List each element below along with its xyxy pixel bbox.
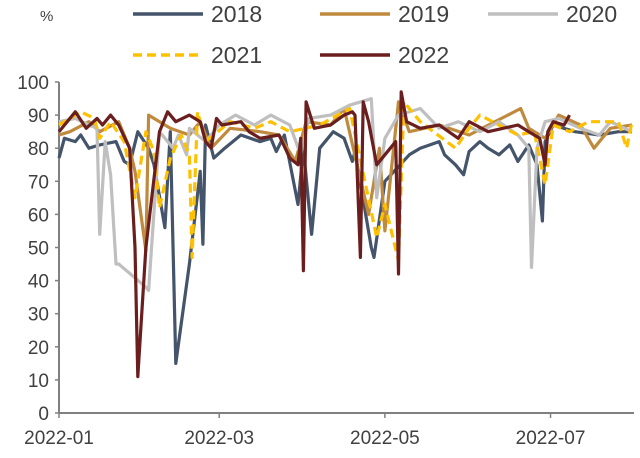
y-tick-label: 0 [38,404,49,425]
x-tick-label: 2022-01 [24,428,94,449]
legend-label-2018: 2018 [211,1,262,27]
y-tick-label: 20 [28,338,49,359]
legend-label-2019: 2019 [398,1,449,27]
y-tick-label: 80 [28,139,49,160]
series-group [57,90,634,379]
y-tick-label: 50 [28,239,49,260]
y-tick-label: 30 [28,305,49,326]
y-tick-label: 60 [28,205,49,226]
x-tick-label: 2022-07 [516,428,586,449]
series-line-2022 [57,90,571,379]
y-unit-label: % [40,8,53,25]
series-line-2018 [57,123,632,365]
y-tick-label: 100 [17,73,49,94]
x-tick-label: 2022-05 [350,428,420,449]
y-tick-label: 40 [28,272,49,293]
x-axis: 2022-01 2022-03 2022-05 2022-07 [24,412,634,449]
x-tick-label: 2022-03 [184,428,254,449]
y-axis: 0 10 20 30 40 50 60 70 80 90 100 [17,73,60,425]
y-tick-label: 10 [28,371,49,392]
legend-label-2020: 2020 [566,1,617,27]
y-tick-label: 70 [28,172,49,193]
y-tick-label: 90 [28,106,49,127]
series-line-2021 [58,100,634,263]
legend-label-2022: 2022 [398,42,449,68]
legend: 2018 2019 2020 2021 2022 [133,1,617,68]
legend-label-2021: 2021 [211,42,262,68]
